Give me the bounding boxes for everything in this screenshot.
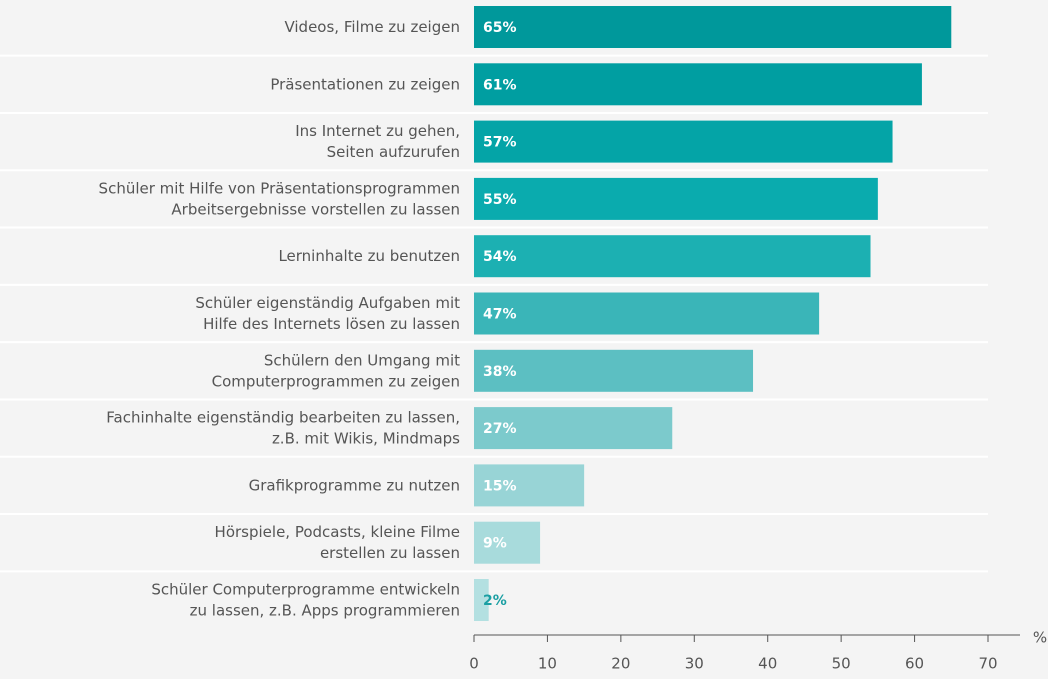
category-label-line: Präsentationen zu zeigen — [270, 75, 460, 93]
category-label: Hörspiele, Podcasts, kleine Filme erstell… — [215, 523, 460, 562]
value-label: 57% — [483, 135, 517, 151]
bar — [474, 235, 871, 278]
value-label: 15% — [483, 478, 517, 494]
category-label-line: Arbeitsergebnisse vorstellen zu lassen — [171, 200, 460, 218]
category-label: Grafikprogramme zu nutzen — [249, 476, 460, 494]
value-label: 38% — [483, 364, 517, 380]
bar — [474, 292, 820, 335]
category-label-line: Lerninhalte zu benutzen — [278, 247, 460, 265]
category-label-line: Fachinhalte eigenständig bearbeiten zu l… — [106, 408, 460, 426]
bar — [474, 407, 673, 450]
category-label: Schüler mit Hilfe von Präsentationsprogr… — [99, 179, 460, 218]
category-label-line: zu lassen, z.B. Apps programmieren — [190, 601, 460, 619]
bar — [474, 349, 754, 392]
bar — [474, 464, 585, 507]
category-label-line: Seiten aufzurufen — [327, 143, 460, 161]
value-label: 65% — [483, 20, 517, 36]
value-label: 54% — [483, 249, 517, 265]
category-label-line: erstellen zu lassen — [320, 544, 460, 562]
bar — [474, 177, 878, 220]
x-tick-label: 10 — [538, 655, 557, 673]
value-label: 27% — [483, 421, 517, 437]
bar — [474, 579, 489, 621]
category-label: Präsentationen zu zeigen — [270, 75, 460, 93]
x-tick-label: 40 — [758, 655, 777, 673]
category-label: Videos, Filme zu zeigen — [284, 18, 460, 36]
value-label: 9% — [483, 536, 507, 552]
category-label: Schüler eigenständig Aufgaben mit Hilfe d… — [195, 294, 460, 333]
x-unit: % — [1033, 629, 1047, 647]
x-tick-label: 0 — [469, 655, 479, 673]
category-label: Lerninhalte zu benutzen — [278, 247, 460, 265]
category-label-line: Hörspiele, Podcasts, kleine Filme — [215, 523, 460, 541]
value-label: 61% — [483, 77, 517, 93]
bar — [474, 521, 541, 564]
category-label-line: z.B. mit Wikis, Mindmaps — [272, 429, 460, 447]
category-label-line: Videos, Filme zu zeigen — [284, 18, 460, 36]
category-label-line: Schüler mit Hilfe von Präsentationsprogr… — [99, 179, 460, 197]
category-label-line: Grafikprogramme zu nutzen — [249, 476, 460, 494]
x-tick-label: 50 — [832, 655, 851, 673]
category-label-line: Schülern den Umgang mit — [264, 351, 460, 369]
value-label: 2% — [483, 593, 507, 609]
category-label: Fachinhalte eigenständig bearbeiten zu l… — [106, 408, 460, 447]
category-label-line: Schüler Computerprogramme entwickeln — [151, 580, 460, 598]
value-label: 47% — [483, 307, 517, 323]
bar — [474, 63, 922, 106]
category-label: Schülern den Umgang mit Computerprogramme… — [212, 351, 460, 390]
x-tick-label: 70 — [978, 655, 997, 673]
category-label-line: Hilfe des Internets lösen zu lassen — [203, 315, 460, 333]
x-tick-label: 60 — [905, 655, 924, 673]
category-label-line: Computerprogrammen zu zeigen — [212, 372, 460, 390]
bar — [474, 6, 952, 48]
category-label: Schüler Computerprogramme entwickeln zu l… — [151, 580, 460, 619]
x-tick-label: 20 — [611, 655, 630, 673]
value-label: 55% — [483, 192, 517, 208]
category-label-line: Ins Internet zu gehen, — [295, 122, 460, 140]
category-label: Ins Internet zu gehen, Seiten aufzurufen — [295, 122, 460, 161]
category-label-line: Schüler eigenständig Aufgaben mit — [195, 294, 460, 312]
bar — [474, 120, 893, 163]
x-tick-label: 30 — [685, 655, 704, 673]
